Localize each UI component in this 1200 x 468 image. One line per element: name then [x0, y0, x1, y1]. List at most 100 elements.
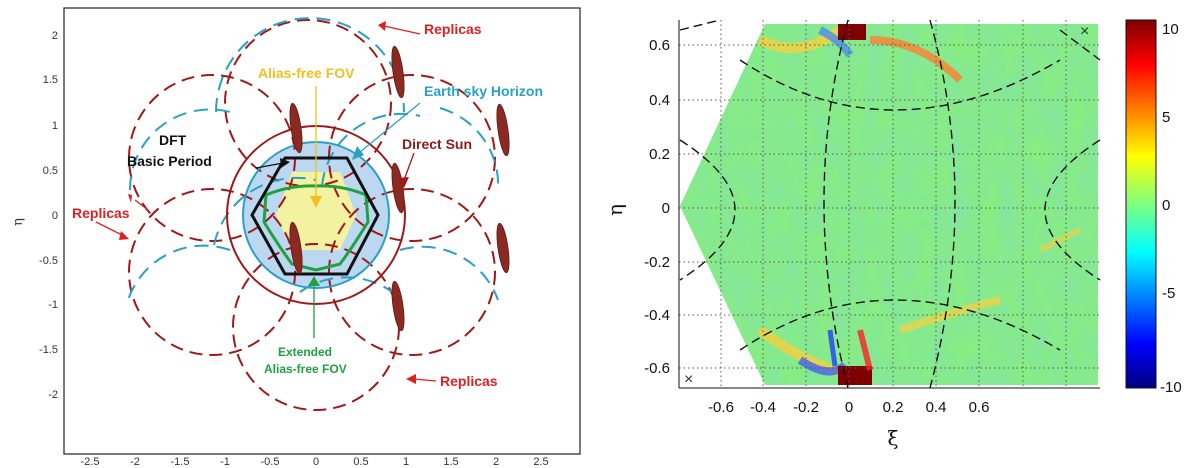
sun-replicas: [289, 45, 510, 332]
y-tick: -1.5: [39, 344, 58, 356]
horizon-arc: [1059, 29, 1101, 61]
horizon-arc: [679, 19, 721, 31]
replicas-left-arrowhead2: [119, 231, 129, 240]
x-tick: 2.5: [533, 456, 548, 468]
x-tick: 1: [403, 456, 409, 468]
artifact-streak: [827, 329, 838, 367]
replicas-left-label: Replicas: [72, 205, 130, 221]
dft-label-line1: DFT: [159, 132, 187, 148]
alias-free-arrowhead: [310, 196, 322, 208]
horizon-arc: [739, 299, 1061, 351]
horizon-arc: [929, 19, 956, 389]
sun-replica: [289, 102, 303, 154]
sun-replica: [391, 45, 405, 99]
right-x-label: ξ: [887, 426, 898, 450]
horizon-arc: [213, 176, 317, 246]
horizon-arc: [439, 107, 500, 191]
colorbar-tick: 10: [1162, 21, 1179, 38]
dft-arrowhead: [280, 158, 290, 168]
x-tick: 0.4: [926, 399, 947, 416]
replicas-bottom-arrow: [413, 378, 437, 382]
sun-arrowhead: [398, 177, 409, 188]
dft-arrow: [255, 162, 284, 169]
x-tick: -0.4: [750, 399, 776, 416]
artifact-streak: [898, 296, 1001, 334]
right-grid: [679, 20, 1100, 388]
x-tick: -0.5: [261, 456, 280, 468]
horizon-arrow: [359, 102, 421, 153]
corner-marker: ×: [1080, 23, 1089, 40]
horizon-arc: [739, 59, 1061, 111]
x-tick: 0.5: [353, 456, 368, 468]
x-tick: 1.5: [443, 456, 458, 468]
colorbar: [1125, 19, 1157, 389]
left-y-label: η: [11, 218, 26, 226]
horizon-arc: [823, 19, 849, 389]
sun-top: [838, 24, 866, 40]
direct-sun-label: Direct Sun: [402, 136, 472, 152]
sun-replica: [496, 222, 510, 274]
sun-replica: [391, 162, 405, 214]
replicas-top-arrow: [383, 25, 421, 35]
y-tick: -0.2: [644, 254, 670, 271]
artifact-streak: [818, 26, 854, 58]
x-tick: -2: [130, 456, 140, 468]
y-tick: 0.4: [649, 92, 670, 109]
y-tick: -2: [48, 389, 58, 401]
extended-arrowhead: [308, 276, 320, 286]
extended-label-line2: Alias-free FOV: [264, 362, 347, 376]
x-tick: 0.2: [883, 399, 904, 416]
intensity-map: [680, 24, 1098, 385]
y-tick: 1.5: [43, 74, 58, 86]
y-tick: -0.4: [644, 307, 670, 324]
right-x-axis: -0.6 -0.4 -0.2 0 0.2 0.4 0.6: [708, 399, 989, 416]
extended-alias-free-fov: [262, 184, 370, 272]
x-tick: 0: [313, 456, 319, 468]
alias-free-fov-label: Alias-free FOV: [258, 65, 355, 81]
y-tick: -0.6: [644, 360, 670, 377]
y-tick: 1: [52, 120, 58, 132]
x-tick: -1: [220, 456, 230, 468]
y-tick: 0.2: [649, 146, 670, 163]
y-tick: -1: [48, 299, 58, 311]
extended-label-line1: Extended: [278, 345, 332, 359]
replicas-left-arrow2: [95, 221, 125, 237]
colorbar-tick: 5: [1162, 109, 1170, 126]
horizon-arc: [1044, 139, 1101, 281]
replica-circle: [128, 188, 296, 356]
y-tick: 0.6: [649, 37, 670, 54]
dft-label-line2: Basic Period: [127, 153, 212, 169]
left-panel: Replicas Alias-free FOV Earth sky Horizo…: [11, 7, 581, 468]
y-tick: 0: [52, 210, 58, 222]
x-tick: -0.2: [793, 399, 819, 416]
earth-sky-horizon-label: Earth sky Horizon: [424, 83, 543, 99]
artifact-streak: [1038, 227, 1082, 253]
right-y-axis: 0.6 0.4 0.2 0 -0.2 -0.4 -0.6: [644, 37, 670, 377]
x-tick: -2.5: [81, 456, 100, 468]
horizon-arc: [128, 108, 231, 191]
replicas-top-label: Replicas: [424, 21, 482, 37]
horizon-arrowhead: [352, 146, 364, 160]
y-tick: -0.5: [39, 255, 58, 267]
dft-basic-period-hexagon: [250, 156, 380, 276]
x-tick: 0: [845, 399, 853, 416]
replicas-left-arrowhead1: [128, 194, 132, 203]
x-tick: -1.5: [171, 456, 190, 468]
sun-arrow: [403, 152, 415, 181]
x-tick: -0.6: [708, 399, 734, 416]
x-tick: 0.6: [969, 399, 990, 416]
left-x-axis: -2.5 -2 -1.5 -1 -0.5 0 0.5 1 1.5 2 2.5: [81, 456, 549, 468]
horizon-arc: [679, 139, 736, 281]
sun-replica: [289, 221, 303, 275]
right-y-label: η: [603, 204, 627, 216]
replicas-top-arrowhead: [378, 21, 386, 31]
horizon-arc: [321, 112, 421, 187]
artifact-streak: [857, 329, 873, 371]
y-tick: 0.5: [43, 165, 58, 177]
artifact-streak: [869, 36, 963, 83]
right-panel: × × -0.6 -0.4 -0.2 0 0.2 0.4 0.6 0.6 0.4…: [603, 19, 1182, 450]
replicas-left-arrow1: [134, 199, 149, 211]
colorbar-tick: 0: [1162, 197, 1170, 214]
left-y-axis: 2 1.5 1 0.5 0 -0.5 -1 -1.5 -2: [39, 30, 58, 401]
